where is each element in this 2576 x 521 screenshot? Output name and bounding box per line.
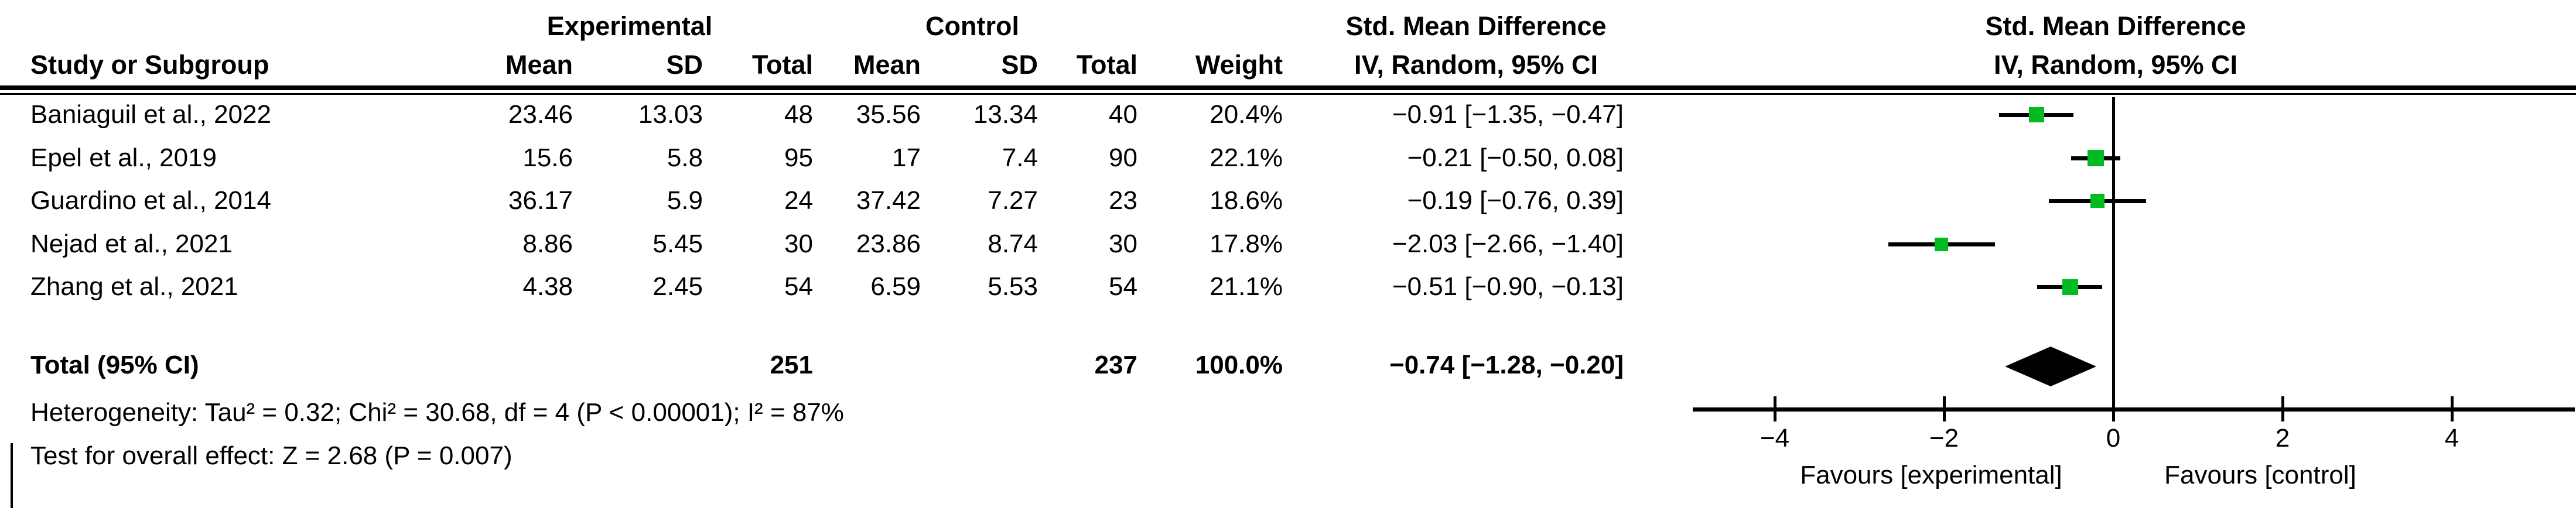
- ci-text: −0.21 [−0.50, 0.08]: [1407, 143, 1624, 172]
- effect-square: [2087, 150, 2104, 166]
- sd-exp: 5.8: [667, 143, 703, 172]
- total-row-ci: −0.74 [−1.28, −0.20]: [1389, 351, 1624, 379]
- mean-ctrl: 6.59: [870, 272, 921, 301]
- total-exp: 95: [784, 143, 813, 172]
- effect-square: [2062, 279, 2078, 295]
- total-row-n-exp: 251: [770, 351, 813, 379]
- sd-exp: 13.03: [638, 100, 703, 129]
- group-header-control: Control: [925, 11, 1019, 41]
- effect-header-plot: Std. Mean Difference: [1985, 11, 2246, 41]
- total-ctrl: 90: [1109, 143, 1137, 172]
- effect-header-table: Std. Mean Difference: [1345, 11, 1607, 41]
- x-axis-tick-label: 0: [2106, 424, 2121, 453]
- x-axis-tick-label: 2: [2275, 424, 2290, 453]
- sd-ctrl: 13.34: [973, 100, 1038, 129]
- effect-square: [2090, 194, 2104, 208]
- weight: 20.4%: [1210, 100, 1283, 129]
- weight: 22.1%: [1210, 143, 1283, 172]
- col-header-study: Study or Subgroup: [30, 50, 269, 80]
- col-header-total-ctrl: Total: [1076, 50, 1137, 80]
- stray-vertical-line: [11, 443, 13, 508]
- sd-ctrl: 7.4: [1002, 143, 1038, 172]
- x-axis-line: [1693, 407, 2575, 412]
- x-axis-tick: [1773, 396, 1776, 421]
- col-header-mean-ctrl: Mean: [853, 50, 921, 80]
- sd-exp: 5.45: [652, 229, 703, 258]
- col-header-weight: Weight: [1195, 50, 1283, 80]
- mean-exp: 23.46: [508, 100, 573, 129]
- x-axis-tick: [2281, 396, 2284, 421]
- study-name: Guardino et al., 2014: [30, 186, 271, 215]
- col-header-ci-plot: IV, Random, 95% CI: [1994, 50, 2237, 80]
- total-row-weight: 100.0%: [1195, 351, 1283, 379]
- x-axis-tick-label: −4: [1760, 424, 1790, 453]
- mean-ctrl: 17: [892, 143, 921, 172]
- x-axis-tick-label: 4: [2444, 424, 2459, 453]
- mean-exp: 4.38: [522, 272, 573, 301]
- favours-control-label: Favours [control]: [2164, 461, 2356, 489]
- ci-text: −2.03 [−2.66, −1.40]: [1392, 229, 1624, 258]
- group-header-experimental: Experimental: [546, 11, 713, 41]
- weight: 17.8%: [1210, 229, 1283, 258]
- effect-square: [2028, 107, 2044, 122]
- total-diamond: [2005, 347, 2097, 386]
- zero-line: [2112, 97, 2115, 409]
- x-axis-tick: [2450, 396, 2454, 421]
- sd-exp: 2.45: [652, 272, 703, 301]
- total-exp: 30: [784, 229, 813, 258]
- total-exp: 54: [784, 272, 813, 301]
- col-header-ci-table: IV, Random, 95% CI: [1354, 50, 1598, 80]
- x-axis-tick-label: −2: [1929, 424, 1959, 453]
- study-name: Zhang et al., 2021: [30, 272, 238, 301]
- col-header-sd-exp: SD: [666, 50, 703, 80]
- sd-ctrl: 7.27: [988, 186, 1038, 215]
- study-name: Nejad et al., 2021: [30, 229, 233, 258]
- heterogeneity-text: Heterogeneity: Tau² = 0.32; Chi² = 30.68…: [30, 398, 844, 427]
- overall-effect-text: Test for overall effect: Z = 2.68 (P = 0…: [30, 441, 513, 470]
- mean-exp: 8.86: [522, 229, 573, 258]
- ci-text: −0.19 [−0.76, 0.39]: [1407, 186, 1624, 215]
- favours-experimental-label: Favours [experimental]: [1800, 461, 2062, 489]
- total-ctrl: 23: [1109, 186, 1137, 215]
- col-header-mean-exp: Mean: [505, 50, 573, 80]
- ci-text: −0.91 [−1.35, −0.47]: [1392, 100, 1624, 129]
- mean-ctrl: 35.56: [856, 100, 921, 129]
- study-name: Epel et al., 2019: [30, 143, 217, 172]
- weight: 21.1%: [1210, 272, 1283, 301]
- total-exp: 24: [784, 186, 813, 215]
- effect-square: [1935, 237, 1949, 251]
- total-ctrl: 30: [1109, 229, 1137, 258]
- study-name: Baniaguil et al., 2022: [30, 100, 271, 129]
- mean-ctrl: 37.42: [856, 186, 921, 215]
- mean-exp: 36.17: [508, 186, 573, 215]
- x-axis-tick: [1942, 396, 1946, 421]
- weight: 18.6%: [1210, 186, 1283, 215]
- mean-ctrl: 23.86: [856, 229, 921, 258]
- col-header-sd-ctrl: SD: [1001, 50, 1038, 80]
- mean-exp: 15.6: [522, 143, 573, 172]
- sd-exp: 5.9: [667, 186, 703, 215]
- sd-ctrl: 5.53: [988, 272, 1038, 301]
- col-header-total-exp: Total: [751, 50, 813, 80]
- header-divider: [0, 85, 2576, 95]
- total-ctrl: 54: [1109, 272, 1137, 301]
- total-row-n-ctrl: 237: [1094, 351, 1137, 379]
- x-axis-tick: [2112, 396, 2115, 421]
- total-exp: 48: [784, 100, 813, 129]
- total-ctrl: 40: [1109, 100, 1137, 129]
- total-row-label: Total (95% CI): [30, 351, 199, 379]
- sd-ctrl: 8.74: [988, 229, 1038, 258]
- ci-text: −0.51 [−0.90, −0.13]: [1392, 272, 1624, 301]
